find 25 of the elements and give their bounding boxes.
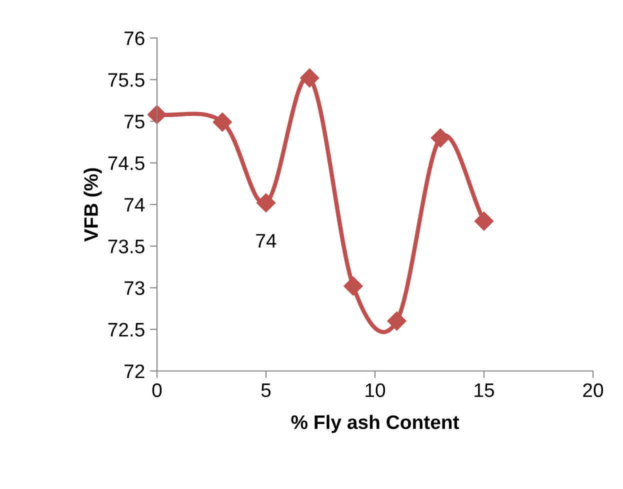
point bbox=[344, 276, 363, 296]
point bbox=[474, 212, 494, 231]
y-tick-label: 72 bbox=[124, 364, 144, 378]
point bbox=[387, 312, 406, 331]
point bbox=[256, 193, 276, 212]
y-tick-label: 73 bbox=[124, 281, 144, 295]
x-tick-label: 15 bbox=[474, 384, 494, 398]
point bbox=[212, 112, 232, 132]
point bbox=[147, 105, 167, 124]
annotation: 74 bbox=[256, 234, 276, 248]
x-axis-title: % Fly ash Content bbox=[291, 414, 460, 433]
x-tick-label: 0 bbox=[152, 383, 162, 398]
y-axis-title: VFB (%) bbox=[84, 168, 102, 242]
y-tick-label: 74 bbox=[124, 198, 145, 212]
point bbox=[430, 128, 450, 148]
x-tick-label: 5 bbox=[261, 384, 271, 398]
y-tick-label: 75 bbox=[124, 114, 144, 128]
x-tick-label: 20 bbox=[583, 383, 604, 398]
y-tick-label: 74.5 bbox=[108, 156, 144, 170]
x-tick-label: 10 bbox=[366, 383, 386, 398]
point bbox=[300, 68, 320, 88]
y-tick-label: 75.5 bbox=[108, 73, 144, 87]
y-tick-label: 73.5 bbox=[108, 240, 144, 254]
y-tick-label: 76 bbox=[124, 31, 144, 46]
y-tick-label: 72.5 bbox=[108, 322, 144, 337]
